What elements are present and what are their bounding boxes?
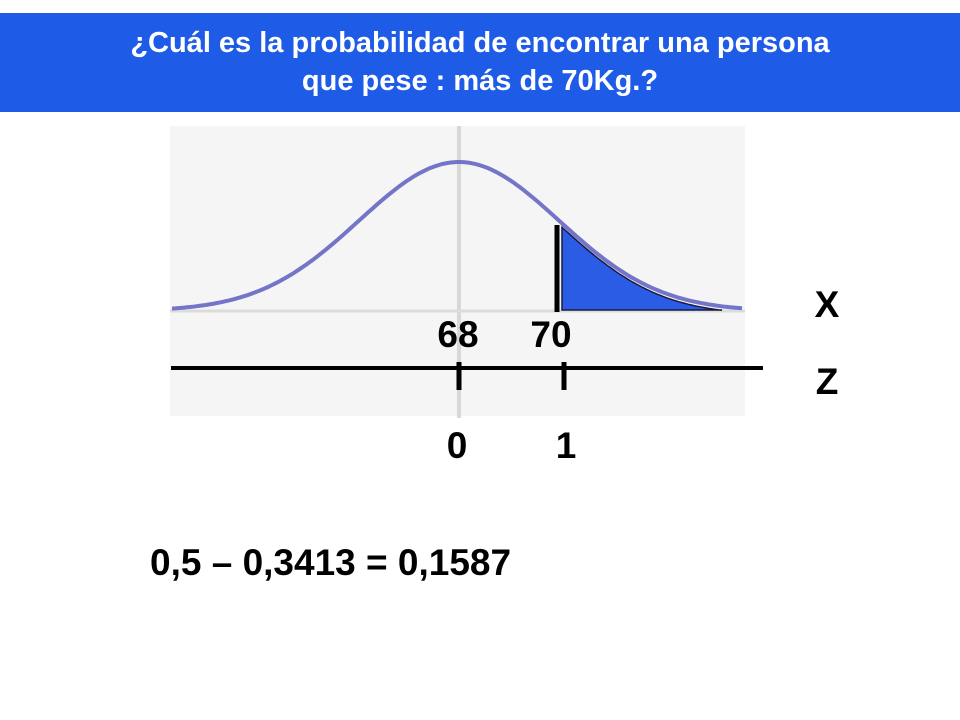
title-line-1: ¿Cuál es la probabilidad de encontrar un…: [130, 27, 830, 59]
shaded-tail-area: [561, 225, 723, 311]
z-axis-label: Z: [816, 361, 839, 402]
z-value-label: 1: [556, 425, 577, 466]
x-value-label: 70: [530, 314, 571, 355]
x-axis-label: X: [815, 284, 840, 325]
probability-equation: 0,5 – 0,3413 = 0,1587: [150, 542, 512, 583]
z-mean-label: 0: [447, 425, 468, 466]
bell-curve: [171, 160, 743, 311]
title-banner: ¿Cuál es la probabilidad de encontrar un…: [0, 13, 960, 112]
x-mean-label: 68: [437, 314, 478, 355]
title-line-2: que pese : más de 70Kg.?: [301, 65, 659, 97]
